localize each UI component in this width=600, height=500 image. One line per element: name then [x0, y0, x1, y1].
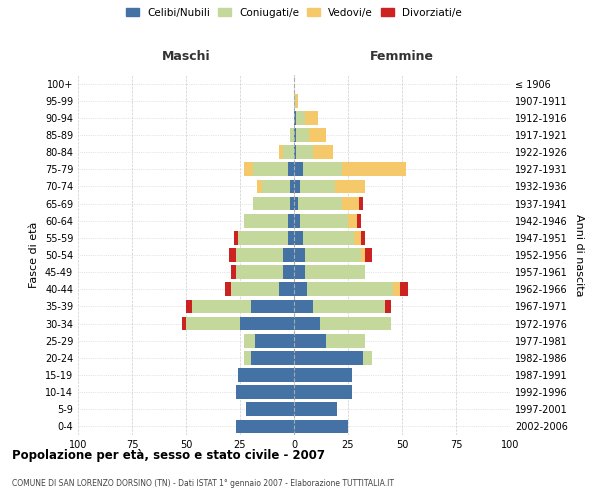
Y-axis label: Fasce di età: Fasce di età	[29, 222, 39, 288]
Bar	[233, 231, 238, 244]
Bar	[290, 128, 294, 142]
Bar	[244, 351, 251, 364]
Bar	[294, 162, 302, 176]
Bar	[307, 282, 394, 296]
Bar	[296, 128, 309, 142]
Text: Maschi: Maschi	[161, 50, 211, 63]
Bar	[294, 111, 296, 124]
Bar	[294, 266, 305, 279]
Bar	[229, 248, 236, 262]
Bar	[287, 162, 294, 176]
Bar	[341, 196, 359, 210]
Bar	[361, 248, 365, 262]
Bar	[279, 282, 294, 296]
Bar	[294, 402, 337, 416]
Y-axis label: Anni di nascita: Anni di nascita	[574, 214, 584, 296]
Bar	[225, 282, 232, 296]
Bar	[232, 282, 279, 296]
Bar	[302, 231, 355, 244]
Legend: Celibi/Nubili, Coniugati/e, Vedovi/e, Divorziati/e: Celibi/Nubili, Coniugati/e, Vedovi/e, Di…	[126, 8, 462, 18]
Bar	[294, 351, 363, 364]
Bar	[294, 214, 301, 228]
Bar	[294, 248, 305, 262]
Bar	[238, 231, 287, 244]
Bar	[305, 111, 318, 124]
Bar	[309, 128, 326, 142]
Bar	[279, 146, 283, 159]
Bar	[244, 162, 253, 176]
Bar	[355, 231, 361, 244]
Bar	[238, 368, 294, 382]
Bar	[363, 351, 372, 364]
Bar	[232, 266, 236, 279]
Bar	[283, 248, 294, 262]
Bar	[294, 420, 348, 434]
Bar	[186, 316, 240, 330]
Bar	[253, 162, 287, 176]
Bar	[253, 196, 290, 210]
Bar	[290, 180, 294, 194]
Bar	[313, 300, 385, 314]
Bar	[400, 282, 409, 296]
Bar	[236, 248, 283, 262]
Bar	[335, 180, 365, 194]
Bar	[294, 386, 352, 399]
Bar	[294, 368, 352, 382]
Bar	[287, 231, 294, 244]
Bar	[182, 316, 186, 330]
Bar	[296, 111, 305, 124]
Bar	[193, 300, 251, 314]
Bar	[283, 266, 294, 279]
Bar	[290, 196, 294, 210]
Bar	[301, 180, 335, 194]
Text: Popolazione per età, sesso e stato civile - 2007: Popolazione per età, sesso e stato civil…	[12, 450, 325, 462]
Bar	[287, 214, 294, 228]
Bar	[262, 180, 290, 194]
Bar	[326, 334, 365, 347]
Bar	[294, 128, 296, 142]
Bar	[394, 282, 400, 296]
Bar	[294, 94, 296, 108]
Bar	[247, 402, 294, 416]
Bar	[294, 146, 296, 159]
Bar	[244, 214, 287, 228]
Bar	[236, 386, 294, 399]
Bar	[341, 162, 406, 176]
Bar	[305, 248, 361, 262]
Bar	[302, 162, 341, 176]
Text: Femmine: Femmine	[370, 50, 434, 63]
Bar	[296, 94, 298, 108]
Bar	[320, 316, 391, 330]
Text: COMUNE DI SAN LORENZO DORSINO (TN) - Dati ISTAT 1° gennaio 2007 - Elaborazione T: COMUNE DI SAN LORENZO DORSINO (TN) - Dat…	[12, 478, 394, 488]
Bar	[301, 214, 348, 228]
Bar	[294, 300, 313, 314]
Bar	[305, 266, 365, 279]
Bar	[236, 420, 294, 434]
Bar	[313, 146, 333, 159]
Bar	[385, 300, 391, 314]
Bar	[294, 282, 307, 296]
Bar	[244, 334, 255, 347]
Bar	[251, 300, 294, 314]
Bar	[296, 146, 313, 159]
Bar	[186, 300, 193, 314]
Bar	[365, 248, 372, 262]
Bar	[298, 196, 341, 210]
Bar	[361, 231, 365, 244]
Bar	[257, 180, 262, 194]
Bar	[240, 316, 294, 330]
Bar	[348, 214, 356, 228]
Bar	[294, 196, 298, 210]
Bar	[283, 146, 294, 159]
Bar	[294, 334, 326, 347]
Bar	[236, 266, 283, 279]
Bar	[251, 351, 294, 364]
Bar	[359, 196, 363, 210]
Bar	[356, 214, 361, 228]
Bar	[255, 334, 294, 347]
Bar	[294, 316, 320, 330]
Bar	[294, 231, 302, 244]
Bar	[294, 180, 301, 194]
